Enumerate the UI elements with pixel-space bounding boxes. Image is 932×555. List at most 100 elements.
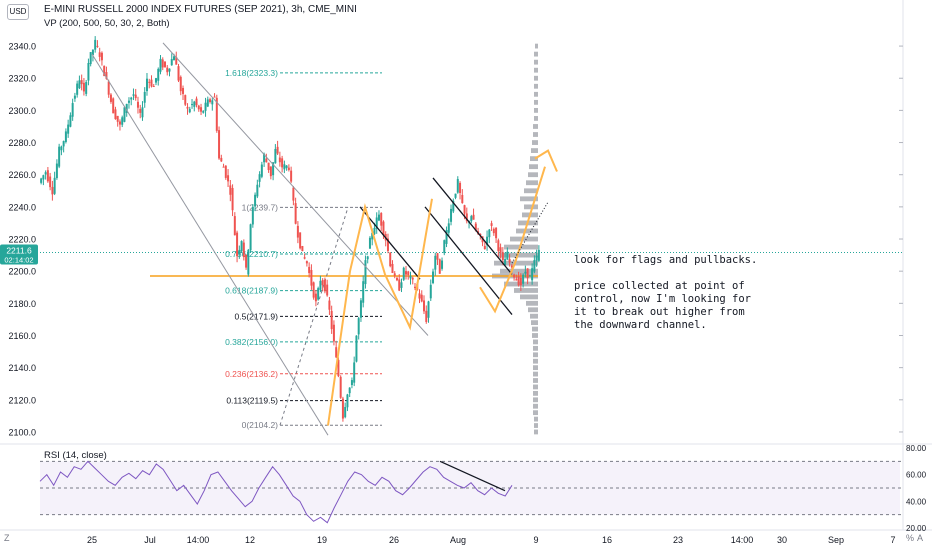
candle-body (49, 176, 52, 188)
x-tick-label: 16 (602, 535, 612, 545)
channel-lower (424, 206, 513, 315)
x-tick-label: 7 (890, 535, 895, 545)
candle-body (292, 187, 295, 201)
y-tick-label: 2120.0 (8, 395, 36, 405)
candle-body (362, 281, 365, 303)
candle-body (123, 107, 126, 122)
candle-body (508, 259, 511, 263)
rsi-line (39, 460, 513, 524)
candle-body (215, 97, 218, 131)
candle-body (506, 251, 509, 260)
candle-body (436, 253, 439, 260)
candle-body (344, 407, 347, 418)
candle-body (96, 45, 99, 47)
candle-body (116, 115, 119, 122)
candle-body (395, 277, 398, 281)
rsi-tick-label: 60.00 (906, 471, 927, 480)
candle-body (94, 39, 97, 50)
candle-body (200, 107, 203, 112)
y-tick-label: 2200.0 (8, 267, 36, 277)
profile-bar (534, 75, 538, 81)
rsi-trend-line (439, 460, 506, 492)
candle-body (103, 65, 106, 77)
candle-body (127, 100, 130, 103)
candle-body (357, 318, 360, 335)
x-tick-label: Aug (450, 535, 466, 545)
currency-badge[interactable]: USD (7, 4, 29, 20)
candle-body (382, 221, 385, 235)
candle-body (328, 300, 331, 310)
candle-body (373, 227, 376, 235)
profile-bar (524, 204, 538, 210)
candle-body (175, 57, 178, 65)
candle-body (463, 205, 466, 214)
candle-body (513, 274, 516, 278)
candle-body (375, 217, 378, 229)
candle-body (229, 185, 232, 195)
profile-bar (534, 429, 538, 435)
candle-body (168, 68, 171, 72)
candle-body (312, 282, 315, 298)
fib-level-label: 0.113(2119.5) (226, 396, 278, 406)
profile-bar (528, 307, 538, 313)
rsi-label[interactable]: RSI (14, close) (44, 450, 107, 461)
candle-body (73, 95, 76, 99)
candle-body (53, 177, 56, 194)
candle-body (247, 249, 250, 275)
candle-body (535, 255, 538, 261)
profile-bar (510, 236, 538, 242)
rsi-tick-label: 40.00 (906, 497, 927, 506)
candle-body (438, 259, 441, 274)
x-tick-label: 14:00 (731, 535, 754, 545)
profile-bar (533, 352, 538, 358)
candle-body (404, 271, 407, 275)
last-price-value: 2211.6 (6, 246, 32, 256)
profile-bar (533, 358, 538, 364)
candle-body (58, 146, 61, 167)
candle-body (393, 273, 396, 276)
candle-body (256, 184, 259, 197)
symbol-title: E-MINI RUSSELL 2000 INDEX FUTURES (SEP 2… (44, 4, 357, 15)
candle-body (218, 130, 221, 159)
zoom-button[interactable]: Z (4, 533, 10, 543)
fib-level-label: 0.236(2136.2) (225, 369, 278, 379)
candle-body (134, 94, 137, 99)
volume-profile-label[interactable]: VP (200, 500, 50, 30, 2, Both) (44, 18, 170, 29)
candle-body (350, 380, 353, 386)
candle-body (456, 179, 459, 193)
x-tick-label: 19 (317, 535, 327, 545)
profile-bar (530, 313, 538, 319)
candle-body (227, 175, 230, 182)
profile-bar (533, 339, 538, 345)
candle-body (42, 175, 45, 180)
profile-bar (531, 148, 538, 153)
candle-body (366, 256, 369, 260)
candle-body (407, 271, 410, 275)
candle-body (371, 232, 374, 240)
candle-body (368, 237, 371, 249)
candle-body (197, 105, 200, 110)
candle-body (193, 101, 196, 107)
auto-scale-button[interactable]: A (917, 533, 924, 543)
flag-line-upper (359, 206, 421, 280)
candle-body (294, 203, 297, 224)
candle-body (285, 165, 288, 168)
candle-body (308, 266, 311, 274)
candle-body (429, 284, 432, 299)
candle-body (303, 257, 306, 259)
y-tick-label: 2100.0 (8, 427, 36, 437)
profile-bar (533, 410, 538, 416)
annotation-note[interactable]: look for flags and pullbacks. price coll… (574, 254, 758, 331)
candle-body (161, 59, 164, 68)
profile-bar (531, 320, 538, 326)
x-tick-label: 9 (533, 535, 538, 545)
fib-level-label: 0(2104.2) (242, 420, 279, 430)
candle-body (474, 223, 477, 231)
candle-body (335, 347, 338, 358)
percent-scale-button[interactable]: % (906, 533, 915, 543)
candle-body (522, 274, 525, 284)
candle-body (139, 108, 142, 113)
profile-bar (529, 164, 538, 170)
